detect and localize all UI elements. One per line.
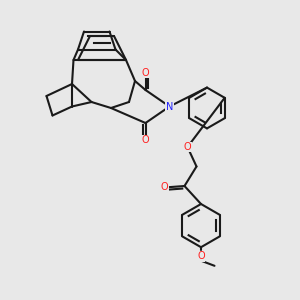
Text: O: O: [142, 68, 149, 78]
Text: O: O: [197, 251, 205, 261]
Text: O: O: [184, 142, 191, 152]
Text: O: O: [160, 182, 168, 193]
Text: O: O: [142, 135, 149, 145]
Text: N: N: [166, 101, 173, 112]
